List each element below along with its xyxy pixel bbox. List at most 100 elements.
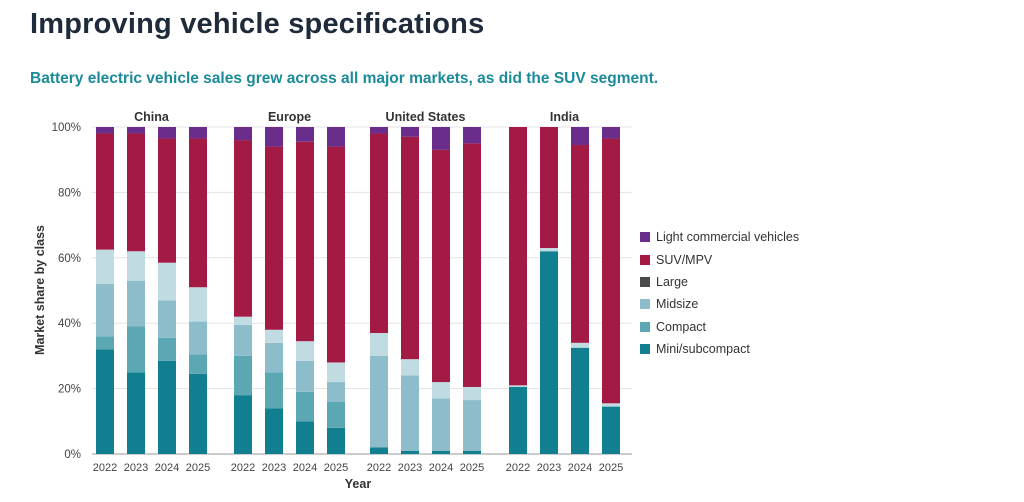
- y-tick-label: 40%: [58, 318, 81, 330]
- bar-segment-suv-mpv: [509, 127, 527, 386]
- bar-segment-mini-subcompact: [158, 360, 176, 454]
- chart-title: Improving vehicle specifications: [30, 8, 485, 40]
- bar-segment-mini-subcompact: [571, 347, 589, 454]
- y-tick-label: 0%: [64, 449, 81, 461]
- legend: Light commercial vehicles SUV/MPV Large Mid…: [640, 226, 799, 360]
- bar-segment-mini-subcompact: [432, 450, 450, 454]
- bar-segment-suv-mpv: [463, 143, 481, 387]
- bar-segment-gap: [401, 359, 419, 376]
- legend-swatch: [640, 232, 650, 243]
- bar-segment-light-commercial-vehicles: [96, 127, 114, 134]
- bar-segment-light-commercial-vehicles: [401, 127, 419, 137]
- x-tick-label: 2024: [568, 462, 592, 474]
- bar-segment-compact: [189, 354, 207, 374]
- bar-segment-light-commercial-vehicles: [370, 127, 388, 134]
- bar-segment-gap: [602, 403, 620, 407]
- bar-segment-gap: [158, 262, 176, 301]
- bar-segment-mini-subcompact: [189, 373, 207, 454]
- legend-swatch: [640, 254, 650, 265]
- bar-segment-midsize: [96, 283, 114, 337]
- bar-segment-mini-subcompact: [265, 408, 283, 454]
- market-labels: China Europe United States India: [134, 110, 580, 124]
- legend-swatch: [640, 321, 650, 332]
- bar-segment-gap: [509, 385, 527, 387]
- y-tick-label: 100%: [52, 122, 81, 134]
- y-axis-label: Market share by class: [33, 225, 47, 355]
- bar-segment-midsize: [234, 324, 252, 356]
- bar-segment-compact: [96, 336, 114, 350]
- bar-segment-light-commercial-vehicles: [265, 127, 283, 147]
- market-label: China: [134, 110, 170, 124]
- bar-segment-midsize: [432, 398, 450, 451]
- y-tick-label: 60%: [58, 253, 81, 265]
- x-tick-label: 2022: [367, 462, 391, 474]
- bar-segment-suv-mpv: [432, 149, 450, 383]
- bar-segment-mini-subcompact: [96, 349, 114, 454]
- bar-segment-suv-mpv: [602, 138, 620, 404]
- x-tick-label: 2025: [460, 462, 484, 474]
- legend-swatch: [640, 276, 650, 287]
- bar-segment-gap: [571, 342, 589, 348]
- bar-segment-suv-mpv: [571, 144, 589, 343]
- legend-swatch: [640, 299, 650, 310]
- x-tick-label: 2025: [599, 462, 623, 474]
- bar-segment-mini-subcompact: [327, 427, 345, 454]
- bar-segment-gap: [432, 382, 450, 399]
- bar-segment-light-commercial-vehicles: [189, 127, 207, 139]
- x-tick-label: 2022: [231, 462, 255, 474]
- bar-segment-suv-mpv: [158, 138, 176, 263]
- bar-segment-suv-mpv: [189, 138, 207, 288]
- bar-segment-mini-subcompact: [401, 450, 419, 454]
- bar-segment-suv-mpv: [234, 140, 252, 317]
- bar-segment-light-commercial-vehicles: [432, 127, 450, 150]
- bar-segment-suv-mpv: [96, 133, 114, 250]
- bar-segment-light-commercial-vehicles: [296, 127, 314, 142]
- legend-swatch: [640, 344, 650, 355]
- x-tick-label: 2023: [262, 462, 286, 474]
- legend-item: SUV/MPV: [640, 248, 799, 270]
- bar-segment-compact: [265, 372, 283, 409]
- bar-segment-midsize: [370, 355, 388, 448]
- bar-segment-suv-mpv: [540, 127, 558, 248]
- bar-segment-suv-mpv: [296, 141, 314, 342]
- x-tick-label: 2024: [429, 462, 453, 474]
- bar-segment-gap: [463, 386, 481, 401]
- bars: [96, 127, 620, 454]
- bar-segment-compact: [327, 401, 345, 428]
- bar-segment-midsize: [296, 360, 314, 392]
- x-tick-label: 2023: [398, 462, 422, 474]
- bar-segment-mini-subcompact: [234, 395, 252, 454]
- y-axis-ticks: 0% 20% 40% 60% 80% 100%: [52, 122, 81, 461]
- legend-item: Compact: [640, 316, 799, 338]
- bar-segment-gap: [96, 249, 114, 284]
- bar-segment-mini-subcompact: [370, 447, 388, 454]
- bar-segment-mini-subcompact: [463, 450, 481, 454]
- bar-segment-gap: [296, 341, 314, 361]
- bar-segment-gap: [370, 333, 388, 356]
- bar-segment-light-commercial-vehicles: [463, 127, 481, 144]
- bar-segment-compact: [234, 355, 252, 396]
- bar-segment-suv-mpv: [401, 136, 419, 360]
- x-axis-label: Year: [345, 477, 372, 491]
- bar-segment-light-commercial-vehicles: [127, 127, 145, 134]
- bar-segment-suv-mpv: [127, 133, 145, 252]
- market-label: United States: [386, 110, 466, 124]
- legend-label: Midsize: [656, 297, 699, 312]
- bar-segment-gap: [127, 251, 145, 281]
- chart-subtitle: Battery electric vehicle sales grew acro…: [30, 70, 659, 87]
- bar-segment-midsize: [401, 375, 419, 451]
- bar-segment-suv-mpv: [370, 133, 388, 334]
- x-tick-label: 2023: [124, 462, 148, 474]
- x-tick-label: 2024: [155, 462, 179, 474]
- x-tick-label: 2024: [293, 462, 317, 474]
- bar-segment-midsize: [158, 300, 176, 338]
- bar-segment-mini-subcompact: [540, 251, 558, 454]
- legend-item: Light commercial vehicles: [640, 226, 799, 248]
- bar-segment-mini-subcompact: [127, 372, 145, 454]
- bar-segment-light-commercial-vehicles: [234, 127, 252, 141]
- bar-segment-mini-subcompact: [509, 386, 527, 454]
- x-axis-ticks: 2022 2023 2024 2025 2022 2023 2024 2025 2022 2023…: [93, 462, 623, 474]
- legend-item: Large: [640, 271, 799, 293]
- x-tick-label: 2025: [324, 462, 348, 474]
